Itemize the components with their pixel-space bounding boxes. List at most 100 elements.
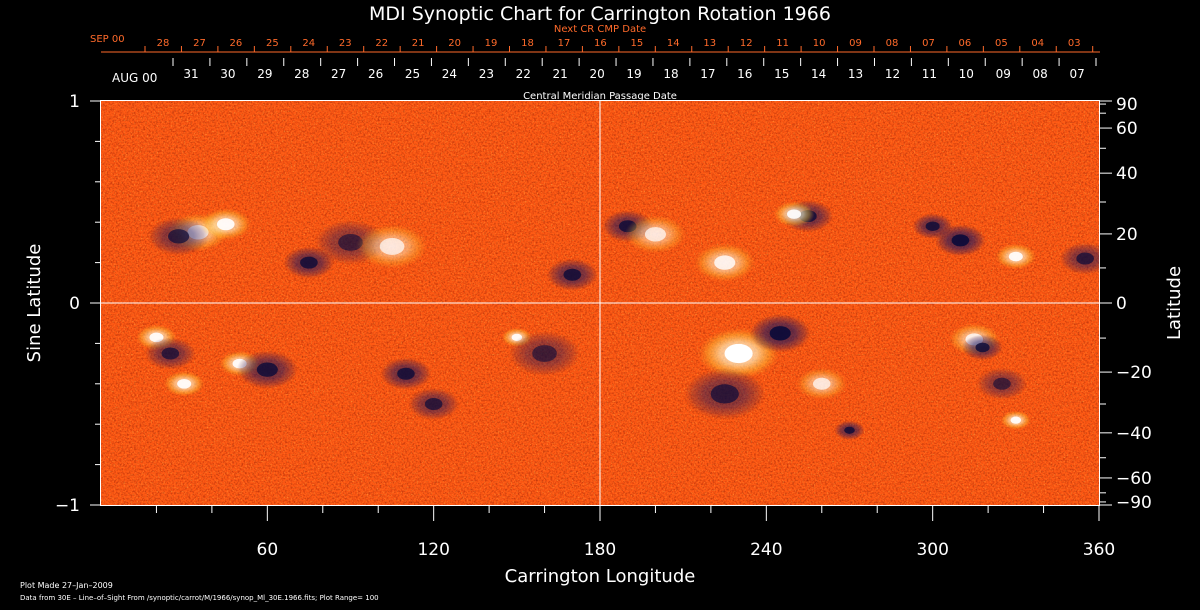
magnetic-region-positive [163, 371, 205, 397]
next-day-label: 27 [193, 38, 206, 49]
y-right-tick-label: −90 [1116, 493, 1152, 513]
cmp-day-label: 27 [331, 67, 346, 81]
next-day-label: 23 [339, 38, 352, 49]
next-cmp-label: Next CR CMP Date [554, 24, 646, 35]
month-label: AUG 00 [112, 71, 157, 85]
next-day-label: 25 [266, 38, 279, 49]
cmp-day-label: 22 [516, 67, 531, 81]
magnetic-region-positive [773, 201, 815, 227]
y-right-tick-label: 20 [1116, 225, 1138, 245]
magnetic-region-positive [995, 243, 1037, 270]
cmp-day-label: 31 [183, 67, 198, 81]
y-right-tick-label: 60 [1116, 119, 1138, 139]
magnetic-region-negative [236, 350, 299, 389]
y-axis-right-label: Latitude [1164, 266, 1185, 340]
cmp-day-label: 09 [996, 67, 1011, 81]
magnetic-region-negative [834, 420, 865, 440]
y-right-tick-label: −60 [1116, 469, 1152, 489]
y-axis-right: 90 60 40 20 0 −20 −40 −60 −90 [1099, 95, 1152, 513]
magnetic-region-negative [934, 224, 986, 257]
next-day-label: 20 [448, 38, 461, 49]
next-day-label: 19 [485, 38, 498, 49]
next-day-label: 16 [594, 38, 607, 49]
magnetic-region-positive [694, 243, 756, 282]
cmp-day-label: 29 [257, 67, 272, 81]
next-day-label: 17 [558, 38, 571, 49]
magnetic-region-negative [147, 217, 210, 256]
next-month-label: SEP 00 [90, 34, 125, 45]
magnetic-region-positive [200, 208, 252, 241]
cmp-day-label: 26 [368, 67, 383, 81]
y-axis-left-label: Sine Latitude [24, 244, 45, 363]
next-day-label: 12 [740, 38, 753, 49]
next-day-label: 21 [412, 38, 425, 49]
cmp-day-label: 28 [294, 67, 309, 81]
magnetic-region-negative [1059, 242, 1099, 275]
magnetic-region-negative [144, 337, 196, 370]
cmp-label: Central Meridian Passage Date [523, 91, 677, 102]
x-axis-label: Carrington Longitude [505, 566, 696, 587]
next-day-label: 22 [375, 38, 388, 49]
source-text: Data from 30E – Line–of–Sight From /syno… [20, 594, 379, 602]
cmp-axis: AUG 00 31 30 29 28 27 26 25 24 23 22 21 20 19 18 17 16 1… [112, 58, 1097, 102]
y-right-tick-label: 40 [1116, 164, 1138, 184]
next-day-label: 15 [630, 38, 643, 49]
cmp-day-label: 24 [442, 67, 457, 81]
x-tick-label: 360 [1083, 540, 1115, 560]
cmp-day-label: 30 [220, 67, 235, 81]
y-right-tick-label: −40 [1116, 424, 1152, 444]
x-tick-label: 120 [417, 540, 449, 560]
magnetic-region-positive [356, 224, 428, 269]
x-tick-label: 180 [584, 540, 616, 560]
magnetic-region-positive [624, 215, 687, 254]
magnetic-region-negative [962, 334, 1004, 361]
cmp-day-label: 13 [848, 67, 863, 81]
magnetic-region-negative [546, 258, 598, 291]
cmp-day-label: 08 [1033, 67, 1048, 81]
next-day-label: 03 [1068, 38, 1081, 49]
next-day-label: 24 [302, 38, 315, 49]
y-right-tick-label: −20 [1116, 363, 1152, 383]
next-day-label: 26 [230, 38, 243, 49]
y-right-tick-label: 90 [1116, 95, 1138, 115]
next-day-label: 09 [849, 38, 862, 49]
cmp-day-label: 07 [1069, 67, 1084, 81]
next-day-label: 07 [922, 38, 935, 49]
next-day-label: 14 [667, 38, 680, 49]
next-day-label: 28 [157, 38, 170, 49]
magnetic-region-negative [749, 314, 811, 353]
next-day-label: 11 [776, 38, 789, 49]
cmp-day-label: 17 [700, 67, 715, 81]
cmp-day-label: 20 [589, 67, 604, 81]
x-tick-label: 60 [257, 540, 279, 560]
next-day-label: 05 [995, 38, 1008, 49]
magnetic-region-positive [1000, 410, 1032, 430]
x-tick-label: 300 [916, 540, 948, 560]
next-day-label: 04 [1031, 38, 1044, 49]
x-axis: 60 120 180 240 300 360 [155, 505, 1115, 560]
next-day-label: 08 [886, 38, 899, 49]
y-left-tick-label: 1 [69, 92, 80, 112]
y-left-tick-label: 0 [69, 294, 80, 314]
next-day-label: 18 [521, 38, 534, 49]
cmp-day-label: 14 [811, 67, 826, 81]
magnetic-region-negative [508, 331, 581, 376]
magnetic-region-positive [796, 367, 848, 400]
magnetic-region-negative [408, 388, 460, 420]
cmp-day-label: 15 [774, 67, 789, 81]
y-axis-left: 1 0 −1 [55, 92, 101, 516]
cmp-day-label: 12 [885, 67, 900, 81]
cmp-day-label: 11 [922, 67, 937, 81]
cmp-day-label: 21 [553, 67, 568, 81]
cmp-day-label: 16 [737, 67, 752, 81]
next-day-label: 10 [813, 38, 826, 49]
cmp-day-label: 23 [479, 67, 494, 81]
plot-made-text: Plot Made 27–Jan–2009 [20, 581, 113, 590]
cmp-day-label: 25 [405, 67, 420, 81]
cmp-day-label: 19 [626, 67, 641, 81]
magnetic-region-negative [683, 368, 766, 420]
magnetogram-map [101, 101, 1099, 505]
chart-title: MDI Synoptic Chart for Carrington Rotati… [369, 3, 831, 25]
magnetic-region-negative [380, 357, 432, 390]
